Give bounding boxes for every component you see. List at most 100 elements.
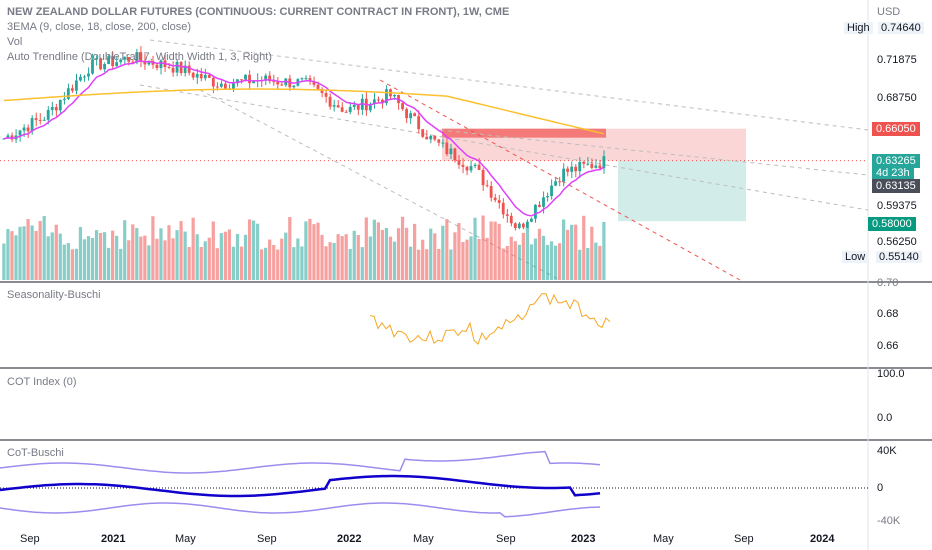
candle-body bbox=[34, 118, 38, 120]
volume-bar bbox=[86, 236, 91, 280]
pane-label-cot-buschi[interactable]: CoT-Buschi bbox=[7, 447, 64, 459]
volume-bar bbox=[469, 236, 473, 280]
volume-bar bbox=[268, 239, 272, 280]
cot-index-tick: 100.0 bbox=[877, 368, 905, 380]
candle-body bbox=[413, 113, 417, 117]
volume-bar bbox=[388, 236, 393, 280]
volume-bar bbox=[421, 239, 425, 280]
volume-bar bbox=[82, 239, 87, 280]
candle-body bbox=[405, 109, 408, 119]
volume-bar bbox=[497, 223, 501, 280]
candle-body bbox=[207, 74, 211, 78]
cot-upper-band bbox=[0, 450, 601, 474]
candle-body bbox=[42, 119, 46, 121]
candle-body bbox=[66, 88, 70, 99]
candle-body bbox=[441, 142, 445, 144]
candle-body bbox=[99, 58, 102, 70]
volume-bar bbox=[62, 244, 66, 280]
volume-bar bbox=[296, 238, 300, 280]
volume-bar bbox=[344, 234, 348, 280]
candles bbox=[2, 46, 606, 231]
volume-bar bbox=[167, 225, 171, 280]
candle-body bbox=[425, 136, 429, 140]
candle-body bbox=[352, 104, 356, 108]
candle-body bbox=[485, 185, 489, 187]
candle-body bbox=[312, 81, 316, 85]
volume-bar bbox=[123, 220, 127, 280]
candle-body bbox=[211, 77, 215, 87]
candle-body bbox=[381, 99, 384, 104]
candle-body bbox=[30, 118, 34, 132]
candle-body bbox=[449, 148, 453, 155]
indicator-vol[interactable]: Vol bbox=[7, 36, 23, 48]
volume-bar bbox=[598, 245, 602, 280]
volume-bar bbox=[239, 246, 244, 280]
volume-bar bbox=[70, 249, 74, 280]
candle-body bbox=[529, 218, 533, 222]
volume-bar bbox=[247, 219, 252, 280]
candle-body bbox=[546, 196, 549, 198]
volume-bar bbox=[570, 224, 574, 280]
candle-body bbox=[54, 106, 58, 111]
candle-body bbox=[586, 163, 590, 165]
volume-bar bbox=[348, 248, 352, 280]
candle-body bbox=[300, 78, 304, 80]
candle-body bbox=[6, 135, 10, 139]
candle-body bbox=[344, 111, 348, 113]
pane-label-cot-index[interactable]: COT Index (0) bbox=[7, 376, 77, 388]
pane-label-seasonality[interactable]: Seasonality-Buschi bbox=[7, 289, 101, 301]
volume-bar bbox=[505, 245, 509, 280]
candle-body bbox=[421, 129, 425, 137]
candle-body bbox=[594, 165, 598, 168]
indicator-ema[interactable]: 3EMA (9, close, 18, close, 200, close) bbox=[7, 21, 192, 33]
candle-body bbox=[199, 74, 203, 79]
volume-bar bbox=[74, 248, 79, 280]
candle-body bbox=[328, 96, 332, 107]
volume-bar bbox=[78, 226, 83, 280]
volume-bar bbox=[328, 242, 332, 280]
time-label: May bbox=[413, 533, 434, 545]
volume-bar bbox=[179, 221, 183, 280]
candle-body bbox=[393, 94, 396, 97]
candle-body bbox=[409, 113, 413, 119]
volume-bar bbox=[191, 217, 195, 280]
volume-bar bbox=[425, 249, 429, 280]
high-label: High bbox=[844, 22, 873, 34]
volume-bar bbox=[602, 221, 606, 280]
volume-bar bbox=[159, 228, 163, 280]
indicator-trendline[interactable]: Auto Trendline (DoubleTrail 7, Width Wid… bbox=[7, 51, 272, 63]
volume-bar bbox=[312, 224, 316, 280]
volume-bar bbox=[98, 233, 103, 280]
candle-body bbox=[171, 67, 175, 73]
volume-bar bbox=[578, 249, 582, 280]
volume-bar bbox=[18, 226, 22, 280]
volume-bar bbox=[111, 230, 115, 280]
volume-bar bbox=[562, 219, 566, 280]
candle-body bbox=[103, 64, 106, 70]
candle-body bbox=[521, 223, 525, 228]
candle-body bbox=[385, 89, 388, 104]
volume-bar bbox=[102, 232, 107, 280]
candle-body bbox=[139, 52, 143, 61]
candle-body bbox=[582, 161, 586, 164]
candle-body bbox=[598, 165, 602, 169]
candle-body bbox=[372, 99, 376, 104]
price-tick-cut: 0.70 bbox=[877, 277, 899, 289]
candle-body bbox=[115, 62, 119, 67]
volume-bar bbox=[449, 249, 453, 280]
candle-body bbox=[183, 65, 187, 73]
candle-body bbox=[602, 156, 606, 169]
volume-bar bbox=[453, 232, 457, 280]
volume-bar bbox=[66, 242, 70, 280]
volume-bar bbox=[433, 233, 437, 280]
candle-body bbox=[62, 98, 66, 100]
volume-bar bbox=[352, 230, 356, 280]
volume-bar bbox=[288, 216, 292, 280]
chart-title: NEW ZEALAND DOLLAR FUTURES (CONTINUOUS: … bbox=[7, 6, 510, 18]
candle-body bbox=[429, 136, 433, 140]
volume-bar bbox=[316, 222, 320, 280]
currency-label: USD bbox=[877, 6, 901, 18]
volume-bar bbox=[30, 225, 34, 280]
